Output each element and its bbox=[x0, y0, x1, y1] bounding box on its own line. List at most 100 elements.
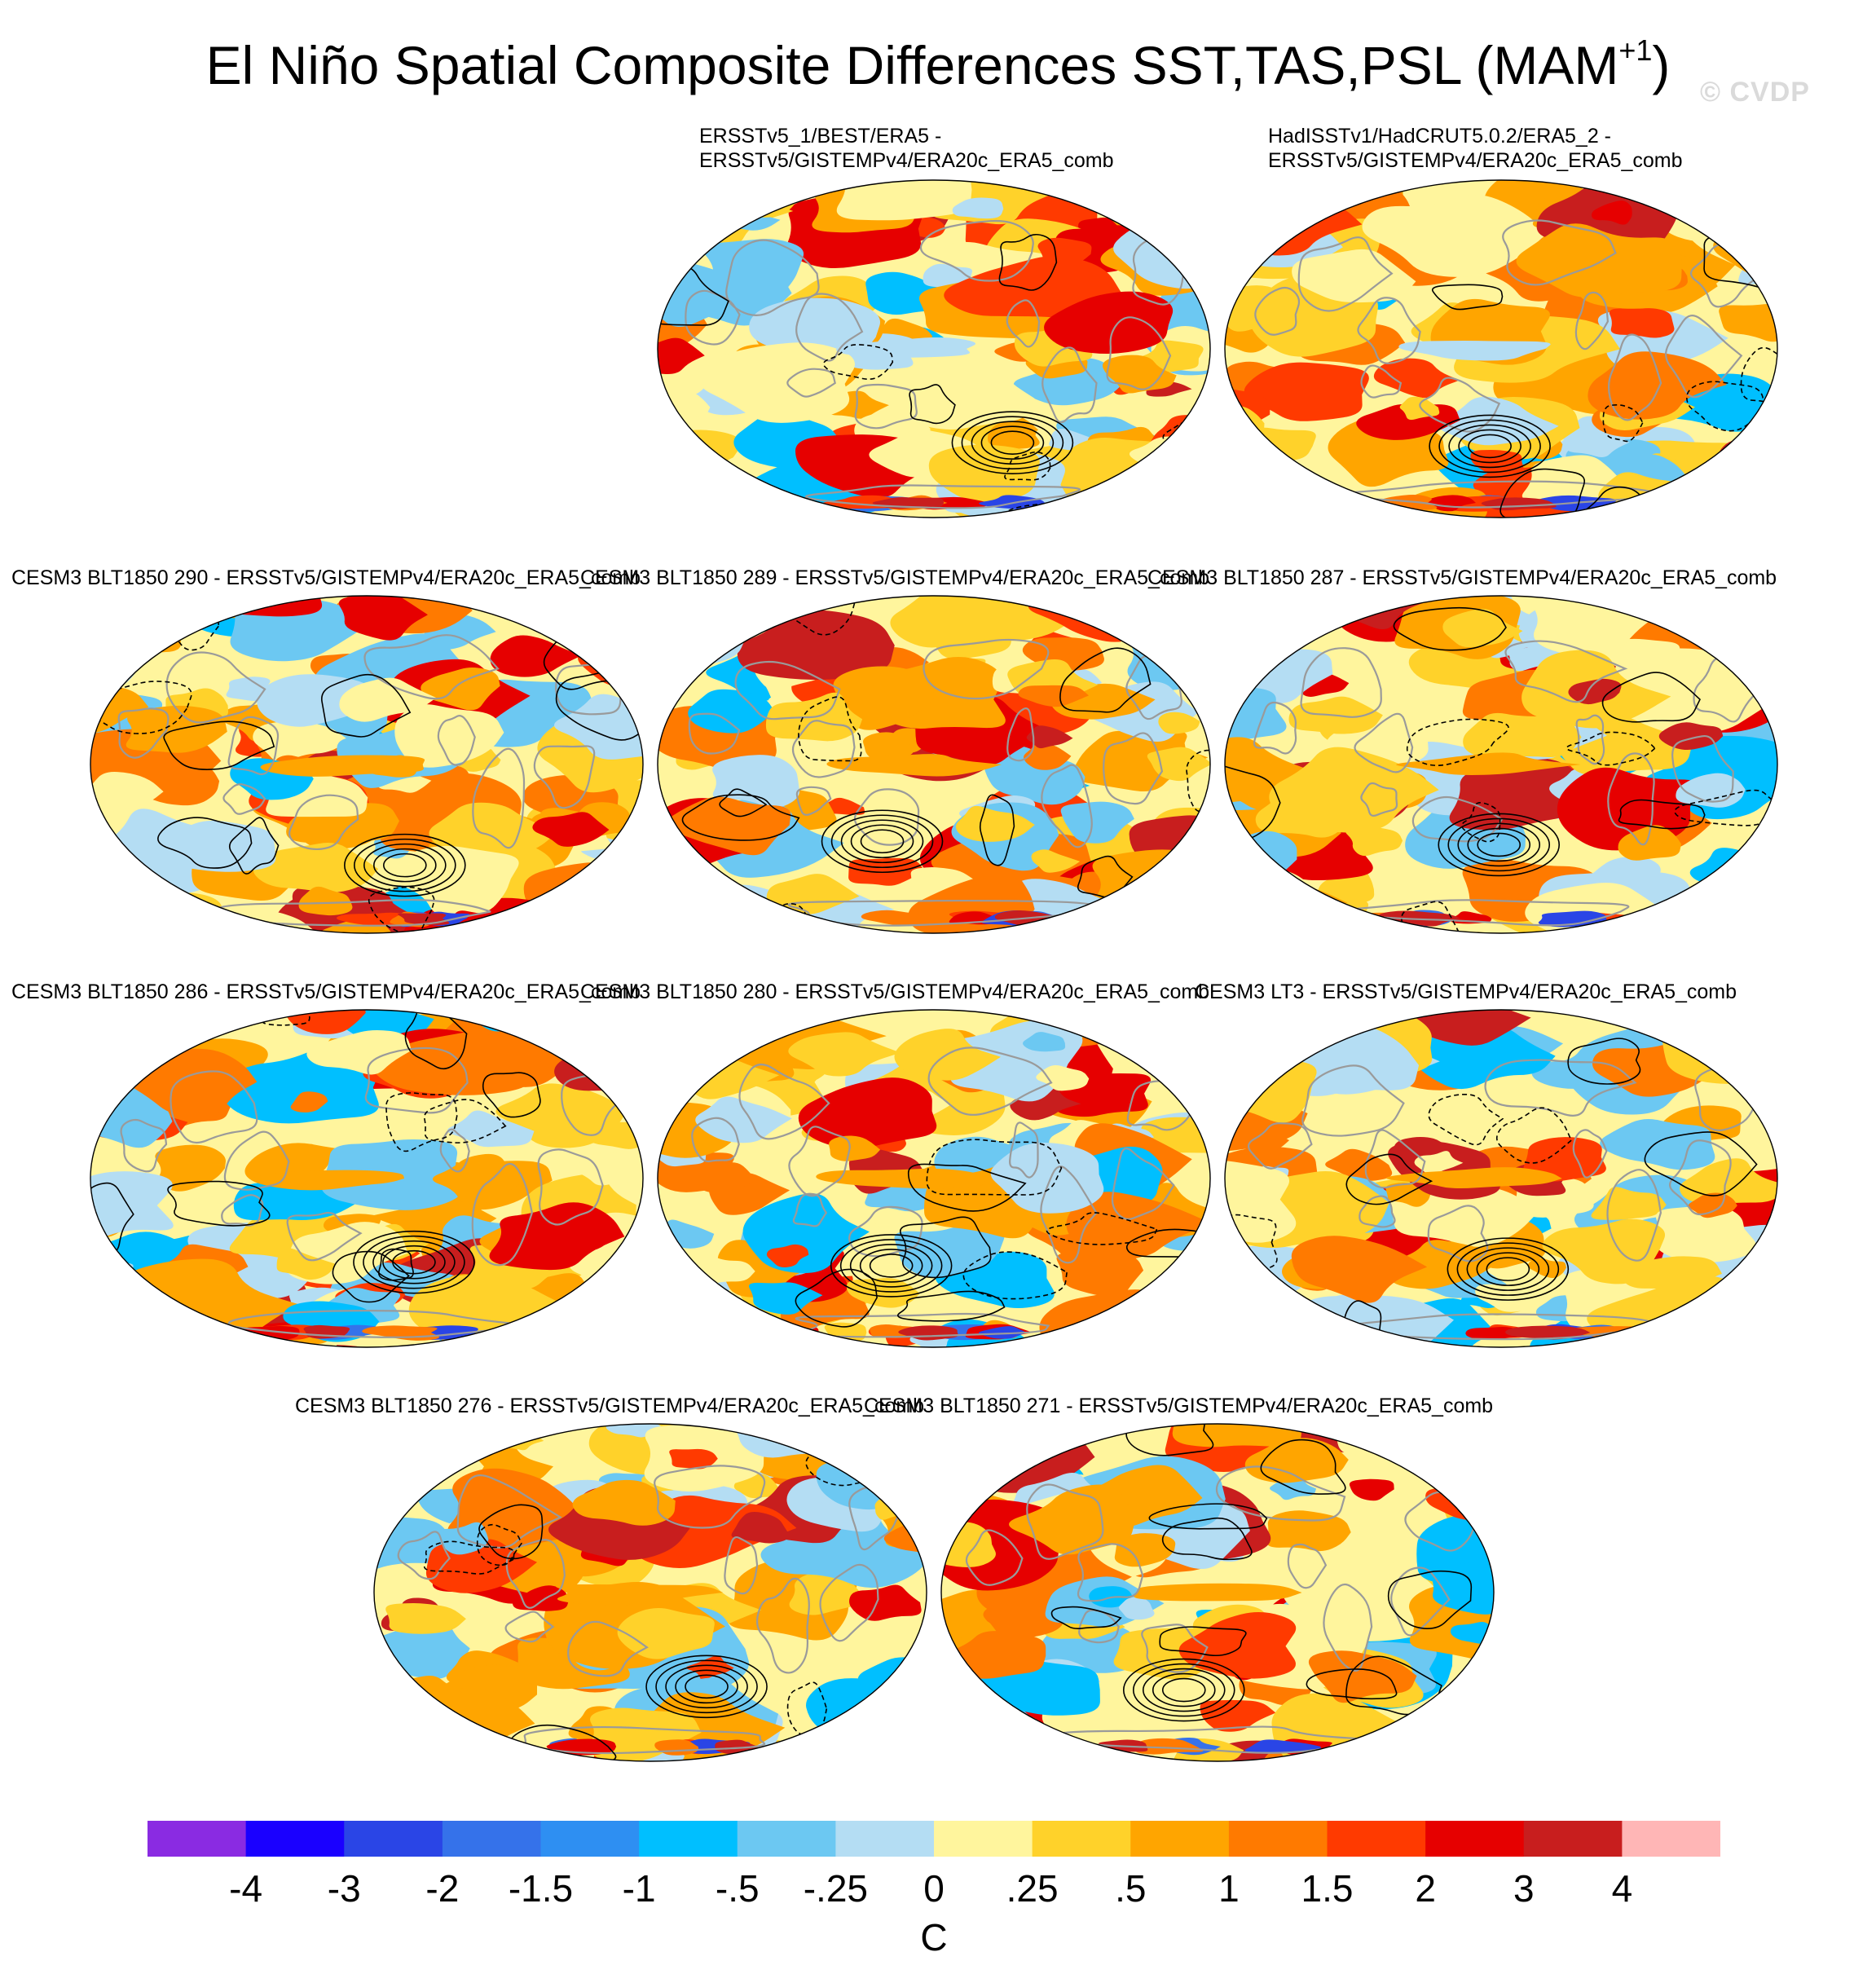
anomaly-patch bbox=[1099, 1010, 1143, 1025]
map-svg bbox=[657, 179, 1211, 518]
coastline bbox=[223, 1130, 290, 1191]
polar-patch bbox=[1505, 1325, 1591, 1340]
psl-contour bbox=[840, 819, 924, 864]
anomaly-patch bbox=[1147, 747, 1210, 782]
anomaly-patch bbox=[1225, 471, 1260, 496]
coastline bbox=[1254, 286, 1301, 336]
anomaly-patch bbox=[121, 892, 224, 933]
psl-contour bbox=[849, 1244, 933, 1288]
anomaly-patch bbox=[1464, 1731, 1494, 1761]
psl-contour bbox=[1458, 429, 1521, 464]
polar-patch bbox=[861, 910, 938, 925]
anomaly-patch bbox=[1688, 1192, 1737, 1218]
anomaly-patch bbox=[658, 180, 764, 205]
composite-map-2 bbox=[1222, 178, 1780, 520]
anomaly-patch bbox=[490, 635, 582, 677]
anomaly-patch bbox=[1291, 1236, 1428, 1303]
coastline bbox=[1297, 236, 1394, 312]
anomaly-patch bbox=[846, 1278, 920, 1308]
map-outline bbox=[940, 1423, 1495, 1762]
anomaly-patch bbox=[658, 681, 681, 703]
composite-map-3 bbox=[88, 593, 645, 936]
anomaly-patch bbox=[1151, 1010, 1210, 1067]
psl-contour bbox=[372, 1240, 456, 1284]
coastline bbox=[1323, 1583, 1373, 1672]
coastline bbox=[1287, 1543, 1328, 1589]
anomaly-patch bbox=[90, 682, 149, 737]
anomaly-patch bbox=[990, 1142, 1104, 1214]
anomaly-patch bbox=[874, 1497, 909, 1520]
colorbar-tick-label: 0 bbox=[923, 1867, 945, 1910]
anomaly-patch bbox=[1654, 1205, 1757, 1262]
coastline bbox=[1607, 752, 1655, 846]
coastline bbox=[1077, 1543, 1144, 1602]
anomaly-patch bbox=[1023, 1032, 1066, 1052]
coastline bbox=[288, 794, 359, 850]
equatorial-band bbox=[1398, 341, 1551, 361]
coastline bbox=[1111, 1148, 1175, 1220]
psl-contour-negative bbox=[1428, 1093, 1504, 1146]
coastline bbox=[1419, 377, 1501, 433]
coastline bbox=[1301, 1064, 1405, 1137]
equatorial-band bbox=[260, 755, 425, 777]
colorbar-swatch bbox=[1523, 1821, 1623, 1857]
map-outline bbox=[373, 1423, 927, 1762]
psl-contour bbox=[1476, 1252, 1540, 1286]
coastline bbox=[853, 788, 920, 846]
anomaly-patch bbox=[1225, 606, 1279, 652]
map-svg bbox=[940, 1423, 1495, 1762]
colorbar-swatches bbox=[148, 1821, 1720, 1857]
coastline bbox=[854, 383, 918, 430]
psl-contour bbox=[478, 1504, 544, 1560]
colorbar-tick-label: -.25 bbox=[803, 1867, 869, 1910]
anomaly-patch bbox=[849, 1584, 922, 1621]
anomaly-patch bbox=[1674, 880, 1777, 933]
coastline bbox=[221, 1194, 264, 1227]
anomaly-patch bbox=[1456, 227, 1535, 261]
anomaly-patch bbox=[1429, 1562, 1494, 1615]
anomaly-patch bbox=[887, 1476, 927, 1500]
anomaly-patch bbox=[1411, 1027, 1556, 1090]
colorbar-tick-label: 1.5 bbox=[1301, 1867, 1354, 1910]
anomaly-patch bbox=[760, 1509, 927, 1588]
anomaly-patch bbox=[387, 845, 519, 918]
anomaly-patch bbox=[1301, 596, 1363, 614]
anomaly-patch bbox=[941, 1521, 996, 1568]
anomaly-patch bbox=[394, 704, 504, 768]
anomaly-patch bbox=[574, 915, 638, 933]
psl-contour bbox=[1161, 1517, 1253, 1561]
psl-contour bbox=[658, 491, 759, 518]
anomaly-patch bbox=[1061, 438, 1184, 483]
coastline bbox=[756, 1577, 810, 1674]
anomaly-patch bbox=[1729, 440, 1777, 472]
anomaly-patch bbox=[584, 606, 643, 654]
polar-patch bbox=[1244, 1739, 1322, 1753]
coastline bbox=[1300, 647, 1382, 718]
psl-contour bbox=[373, 848, 437, 883]
map-outline bbox=[90, 1009, 644, 1348]
psl-contour-negative bbox=[798, 696, 862, 762]
psl-contour bbox=[665, 1664, 748, 1709]
anomaly-patch bbox=[1348, 1424, 1390, 1438]
psl-contour bbox=[655, 1659, 758, 1714]
equatorial-band bbox=[1386, 1167, 1562, 1189]
anomaly-patch bbox=[1266, 1510, 1351, 1552]
composite-map-7 bbox=[655, 1007, 1213, 1350]
figure-title-close: ) bbox=[1652, 35, 1671, 95]
colorbar-swatch bbox=[245, 1821, 345, 1857]
anomaly-patch bbox=[617, 1608, 715, 1659]
colorbar-tick-label: 4 bbox=[1611, 1867, 1633, 1910]
colorbar-units: C bbox=[920, 1916, 948, 1959]
psl-contour-negative bbox=[1602, 404, 1644, 443]
coastline bbox=[1360, 364, 1403, 399]
psl-contour bbox=[834, 1424, 892, 1463]
psl-contour bbox=[1429, 414, 1551, 478]
composite-map-10 bbox=[939, 1421, 1496, 1764]
anomaly-patch bbox=[1031, 849, 1081, 873]
psl-contour bbox=[377, 1248, 414, 1281]
psl-contour bbox=[1159, 1626, 1247, 1657]
anomaly-patch bbox=[1026, 725, 1073, 749]
coastline bbox=[1041, 764, 1093, 848]
anomaly-patch bbox=[432, 1153, 526, 1205]
anomaly-patch bbox=[697, 180, 762, 215]
